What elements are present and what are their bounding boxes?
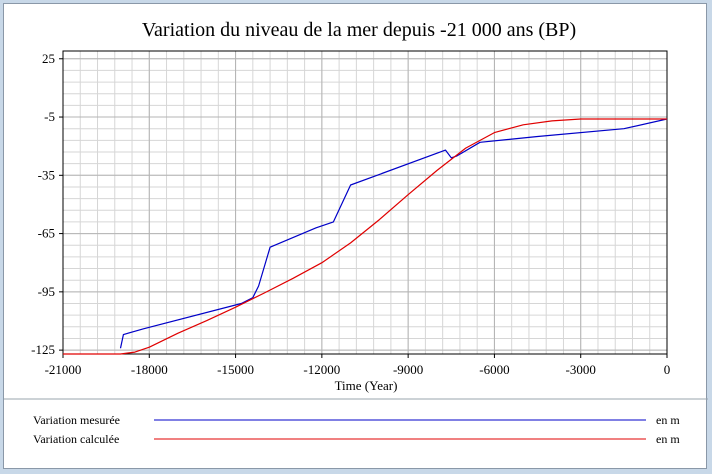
legend-label-calculated: Variation calculée	[33, 432, 119, 446]
y-tick-label: -125	[31, 342, 55, 357]
grid-major	[62, 51, 668, 354]
x-tick-label: -12000	[303, 362, 340, 377]
y-tick-label: -5	[44, 109, 55, 124]
x-tick-label: -9000	[393, 362, 423, 377]
x-axis: -21000 -18000 -15000 -12000 -9000 -6000 -3000 0	[45, 354, 671, 377]
chart-canvas: Variation du niveau de la mer depuis -21…	[4, 19, 708, 446]
grid-minor	[62, 51, 668, 354]
chart-title: Variation du niveau de la mer depuis -21…	[142, 19, 576, 41]
plot-area	[62, 50, 668, 355]
x-tick-label: 0	[664, 362, 671, 377]
legend-item-measured: Variation mesurée en m	[33, 413, 680, 427]
x-tick-label: -21000	[45, 362, 82, 377]
series-line-measured	[119, 118, 668, 349]
y-tick-label: -35	[38, 167, 55, 182]
x-tick-label: -3000	[566, 362, 596, 377]
x-tick-label: -18000	[131, 362, 168, 377]
legend-label-measured: Variation mesurée	[33, 413, 120, 427]
series-layer	[63, 118, 668, 355]
legend-item-calculated: Variation calculée en m	[33, 432, 680, 446]
y-tick-label: 25	[42, 51, 55, 66]
x-tick-label: -6000	[479, 362, 509, 377]
x-tick-label: -15000	[217, 362, 254, 377]
legend-unit-measured: en m	[656, 413, 680, 427]
y-tick-label: -65	[38, 226, 55, 241]
legend: Variation mesurée en m Variation calculé…	[33, 413, 680, 446]
y-tick-label: -95	[38, 284, 55, 299]
series-line-calculated	[63, 118, 667, 355]
y-axis: 25 -5 -35 -65 -95 -125	[31, 51, 63, 357]
legend-unit-calculated: en m	[656, 432, 680, 446]
x-axis-label: Time (Year)	[335, 378, 398, 393]
chart-window: Variation du niveau de la mer depuis -21…	[3, 3, 708, 469]
